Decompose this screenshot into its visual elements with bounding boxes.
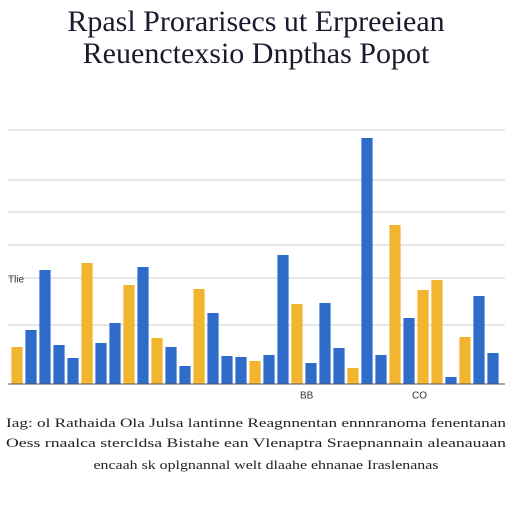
annotation: BB bbox=[300, 391, 314, 402]
bar bbox=[305, 363, 317, 384]
footer-text: Oess rnaalca stercldsa Bistahe ean Vlena… bbox=[6, 435, 507, 450]
bar bbox=[25, 330, 37, 384]
bar bbox=[249, 361, 261, 384]
bar bbox=[403, 318, 415, 384]
bar bbox=[445, 377, 457, 384]
bar bbox=[95, 343, 107, 384]
footer-text: Iag: ol Rathaida Ola Julsa lantinne Reag… bbox=[6, 415, 507, 430]
bar bbox=[165, 347, 177, 384]
chart-title: Reuenctexsio Dnpthas Popot bbox=[83, 37, 430, 70]
bar bbox=[333, 348, 345, 384]
bar bbox=[487, 353, 499, 384]
bar bbox=[67, 358, 79, 384]
bar bbox=[389, 225, 401, 384]
bar bbox=[123, 285, 135, 384]
bar bbox=[11, 347, 23, 384]
bar bbox=[53, 345, 65, 384]
bar bbox=[431, 280, 443, 384]
bar bbox=[263, 355, 275, 384]
bar bbox=[235, 357, 247, 384]
bar bbox=[81, 263, 93, 384]
bar bbox=[207, 313, 219, 384]
bar bbox=[459, 337, 471, 384]
bar bbox=[193, 289, 205, 384]
bar bbox=[109, 323, 121, 384]
bar bbox=[319, 303, 331, 384]
bar bbox=[39, 270, 51, 384]
annotation: Tlie bbox=[8, 275, 25, 286]
bar bbox=[291, 304, 303, 384]
footer-text: encaah sk oplgnannal welt dlaahe ehnanae… bbox=[94, 457, 439, 472]
bar bbox=[277, 255, 289, 384]
bar bbox=[361, 138, 373, 384]
annotation: CO bbox=[412, 391, 427, 402]
bar bbox=[347, 368, 359, 384]
bar bbox=[473, 296, 485, 384]
bar bbox=[137, 267, 149, 384]
bar bbox=[417, 290, 429, 384]
bar bbox=[151, 338, 163, 384]
bar bbox=[179, 366, 191, 384]
chart-title: Rpasl Prorarisecs ut Erpreeiean bbox=[67, 5, 444, 38]
bar bbox=[221, 356, 233, 384]
bar bbox=[375, 355, 387, 384]
